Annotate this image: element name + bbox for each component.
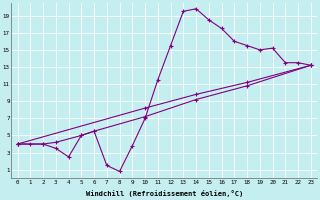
X-axis label: Windchill (Refroidissement éolien,°C): Windchill (Refroidissement éolien,°C): [85, 190, 243, 197]
